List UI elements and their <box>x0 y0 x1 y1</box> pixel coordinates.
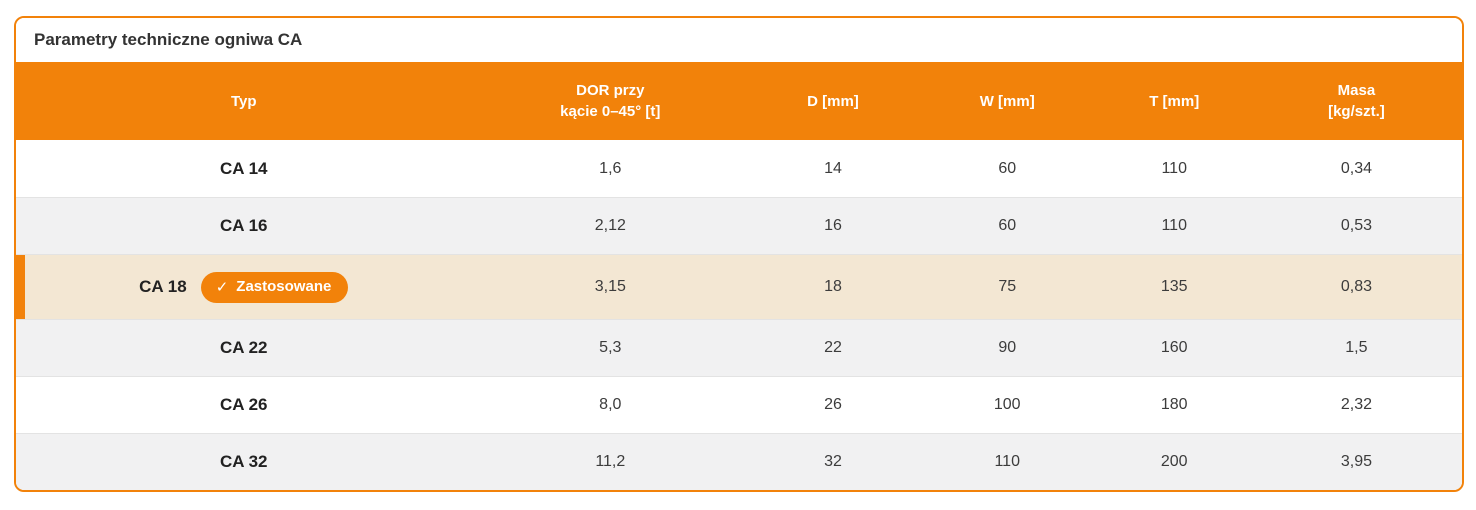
cell-dor: 8,0 <box>599 396 622 413</box>
table-row-ca18-selected[interactable]: CA 18 ✓ Zastosowane 3,15 18 75 135 0,83 <box>16 254 1462 319</box>
cell-w: 90 <box>998 339 1017 356</box>
column-header-d: D [mm] <box>749 62 917 140</box>
row-type-label: CA 32 <box>219 452 268 471</box>
row-type-label: CA 18 <box>139 277 187 296</box>
row-type-label: CA 22 <box>219 338 268 357</box>
cell-dor: 2,12 <box>594 217 626 234</box>
cell-masa: 3,95 <box>1340 453 1372 470</box>
column-header-label: Typ <box>230 92 257 110</box>
column-header-masa: Masa [kg/szt.] <box>1251 62 1462 140</box>
column-header-label: [kg/szt.] <box>1328 103 1385 120</box>
table-row-ca26[interactable]: CA 26 8,0 26 100 180 2,32 <box>16 376 1462 433</box>
table-row-ca16[interactable]: CA 16 2,12 16 60 110 0,53 <box>16 197 1462 254</box>
cell-w: 75 <box>998 278 1017 295</box>
cell-d: 18 <box>824 278 842 295</box>
cell-masa: 0,34 <box>1340 159 1372 177</box>
column-header-w: W [mm] <box>917 62 1098 140</box>
applied-badge-label: Zastosowane <box>236 278 332 295</box>
cell-dor: 3,15 <box>594 278 626 295</box>
cell-t: 160 <box>1160 339 1188 356</box>
cell-w: 60 <box>998 159 1017 177</box>
cell-dor: 1,6 <box>599 159 622 177</box>
column-header-dor: DOR przy kącie 0–45° [t] <box>471 62 749 140</box>
cell-d: 26 <box>824 396 842 413</box>
cell-w: 110 <box>994 453 1020 470</box>
cell-t: 200 <box>1160 453 1188 470</box>
cell-d: 14 <box>824 159 842 177</box>
cell-w: 100 <box>993 396 1021 413</box>
row-type-label: CA 14 <box>219 158 268 178</box>
column-header-typ: Typ <box>16 62 471 140</box>
table-row-ca32[interactable]: CA 32 11,2 32 110 200 3,95 <box>16 433 1462 490</box>
applied-status-badge[interactable]: ✓ Zastosowane <box>200 271 349 303</box>
cell-w: 60 <box>998 217 1017 234</box>
cell-t: 110 <box>1161 159 1187 177</box>
panel-title: Parametry techniczne ogniwa CA <box>16 18 1462 62</box>
row-type-label: CA 16 <box>219 216 268 235</box>
cell-t: 135 <box>1160 278 1188 295</box>
cell-d: 32 <box>824 453 842 470</box>
column-header-label: Masa <box>1337 82 1376 99</box>
selected-row-accent-bar <box>16 255 25 319</box>
cell-masa: 0,53 <box>1340 217 1372 234</box>
column-header-label: DOR przy <box>576 82 645 99</box>
cell-dor: 11,2 <box>595 453 626 470</box>
table-header-row: Typ DOR przy kącie 0–45° [t] D [mm] W [m… <box>16 62 1462 140</box>
column-header-label: T [mm] <box>1149 92 1200 110</box>
column-header-label: W [mm] <box>979 92 1035 110</box>
column-header-t: T [mm] <box>1098 62 1251 140</box>
cell-dor: 5,3 <box>599 339 622 356</box>
check-icon: ✓ <box>215 278 229 296</box>
table-row-ca14[interactable]: CA 14 1,6 14 60 110 0,34 <box>16 140 1462 197</box>
cell-t: 110 <box>1161 217 1187 234</box>
cell-t: 180 <box>1160 396 1188 413</box>
cell-masa: 1,5 <box>1345 339 1368 356</box>
column-header-label: kącie 0–45° [t] <box>560 103 661 120</box>
cell-masa: 2,32 <box>1340 396 1372 413</box>
column-header-label: D [mm] <box>807 92 859 110</box>
cell-d: 16 <box>824 217 842 234</box>
cell-masa: 0,83 <box>1340 278 1372 295</box>
row-type-label: CA 26 <box>219 395 268 414</box>
table-row-ca22[interactable]: CA 22 5,3 22 90 160 1,5 <box>16 319 1462 376</box>
technical-parameters-panel: Parametry techniczne ogniwa CA Typ DOR p… <box>14 16 1464 492</box>
cell-d: 22 <box>824 339 842 356</box>
